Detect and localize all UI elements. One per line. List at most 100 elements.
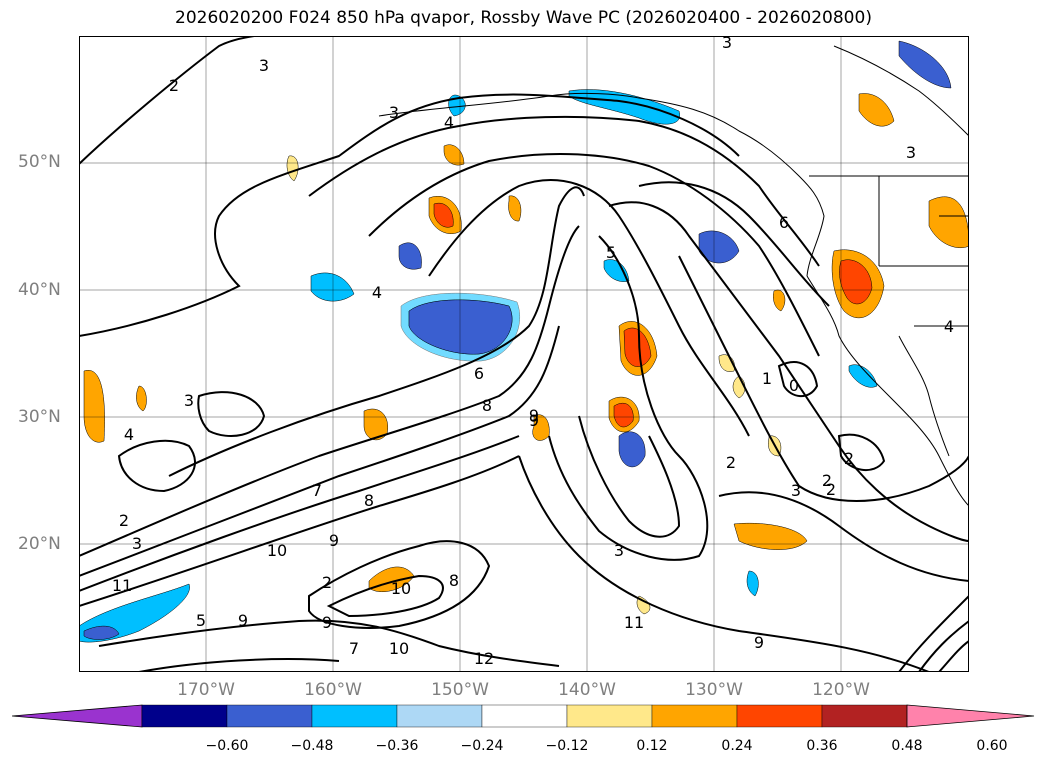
contour-label: 11 <box>112 576 132 595</box>
blob-cyan <box>310 272 355 302</box>
blob-red <box>613 402 634 428</box>
contour-label: 3 <box>259 56 269 75</box>
contour-label: 10 <box>267 541 287 560</box>
contour-label: 9 <box>529 411 539 430</box>
contour-label: 8 <box>482 396 492 415</box>
blob-cyan <box>448 94 466 117</box>
lon-label-130w: 130°W <box>685 680 743 700</box>
blob-red <box>623 327 652 367</box>
contour-label: 4 <box>372 283 382 302</box>
contour-label: 5 <box>606 243 616 262</box>
colorbar-tick-label: 0.24 <box>721 738 753 754</box>
contour-label: 6 <box>779 213 789 232</box>
colorbar-tick-label: 0.48 <box>891 738 923 754</box>
blob-orange <box>508 195 522 222</box>
contour-label: 2 <box>119 511 129 530</box>
colorbar-extend-low <box>12 704 143 728</box>
contour-label: 7 <box>349 639 359 658</box>
contour-label: 12 <box>474 649 494 668</box>
contour-label: 10 <box>391 579 411 598</box>
colorbar-segment <box>141 704 228 728</box>
colorbar-tick-label: 0.36 <box>806 738 838 754</box>
contour-label: 3 <box>184 391 194 410</box>
contour-label: 2 <box>726 453 736 472</box>
lat-label-20n: 20°N <box>18 534 61 554</box>
colorbar-segment <box>566 704 653 728</box>
coastlines <box>378 45 969 507</box>
contour-label: 7 <box>312 481 322 500</box>
contour-label: 9 <box>238 611 248 630</box>
lat-label-30n: 30°N <box>18 407 61 427</box>
contour-label: 2 <box>322 573 332 592</box>
blob-cyan <box>746 570 759 597</box>
colorbar-extend-high <box>906 704 1035 728</box>
blob-yellow <box>773 289 786 312</box>
contour-label: 3 <box>791 481 801 500</box>
colorbar-segment <box>736 704 823 728</box>
colorbar-tick-label: −0.24 <box>460 738 504 754</box>
contour-label: 2 <box>826 480 836 499</box>
blob-orange <box>83 370 105 443</box>
colorbar-segment <box>651 704 738 728</box>
contour-label: 3 <box>722 36 732 52</box>
lon-label-160w: 160°W <box>304 680 362 700</box>
contour-label: 9 <box>322 613 332 632</box>
contour-label: 2 <box>844 449 854 468</box>
colorbar-tick-label: −0.36 <box>375 738 419 754</box>
contour-label: 0 <box>789 376 799 395</box>
blob-yellow <box>636 595 651 615</box>
lat-label-40n: 40°N <box>18 280 61 300</box>
contour-label: 4 <box>444 113 454 132</box>
lon-label-170w: 170°W <box>177 680 235 700</box>
blob-orange <box>858 93 895 127</box>
contour-label: 6 <box>474 364 484 383</box>
blob-red <box>839 259 873 305</box>
lon-label-120w: 120°W <box>812 680 870 700</box>
map-title: 2026020200 F024 850 hPa qvapor, Rossby W… <box>175 8 872 28</box>
contour-label: 3 <box>906 143 916 162</box>
blob-yellow <box>286 155 299 182</box>
contour-label: 3 <box>614 541 624 560</box>
contour-label: 1 <box>762 369 772 388</box>
blob-cyan <box>603 259 630 282</box>
blob-orange <box>733 522 808 550</box>
contour-label: 11 <box>624 613 644 632</box>
colorbar-tick-label: 0.60 <box>976 738 1008 754</box>
blob-cyan <box>398 242 422 270</box>
contour-label: 4 <box>124 425 134 444</box>
contour-label: 9 <box>754 633 764 652</box>
contour-label: 10 <box>389 639 409 658</box>
colorbar-segment <box>396 704 483 728</box>
blob-blue <box>618 431 646 468</box>
colorbar-tick-label: −0.60 <box>205 738 249 754</box>
contour-label: 2 <box>169 76 179 95</box>
contour-label: 5 <box>196 611 206 630</box>
contour-label: 8 <box>364 491 374 510</box>
blob-blue <box>408 299 513 355</box>
blob-blue <box>898 40 952 89</box>
colorbar-tick-label: −0.48 <box>290 738 334 754</box>
contour-label: 9 <box>329 531 339 550</box>
contour-label: 8 <box>449 571 459 590</box>
lon-label-150w: 150°W <box>431 680 489 700</box>
blob-red <box>433 202 454 228</box>
colorbar <box>12 704 1035 728</box>
colorbar-tick-label: −0.12 <box>545 738 589 754</box>
colorbar-segment <box>481 704 568 728</box>
contour-label: 3 <box>389 103 399 122</box>
lon-label-140w: 140°W <box>558 680 616 700</box>
contour-label: 4 <box>944 317 954 336</box>
blob-blue <box>83 625 120 640</box>
colorbar-segment <box>311 704 398 728</box>
contour-label: 9 <box>529 406 539 425</box>
contour-label: 3 <box>132 534 142 553</box>
colorbar-tick-label: 0.12 <box>636 738 668 754</box>
qvapor-contours <box>79 36 969 672</box>
blob-yellow <box>136 385 147 412</box>
lat-label-50n: 50°N <box>18 152 61 172</box>
colorbar-segment <box>226 704 313 728</box>
blob-orange <box>443 144 465 166</box>
colorbar-segment <box>821 704 908 728</box>
